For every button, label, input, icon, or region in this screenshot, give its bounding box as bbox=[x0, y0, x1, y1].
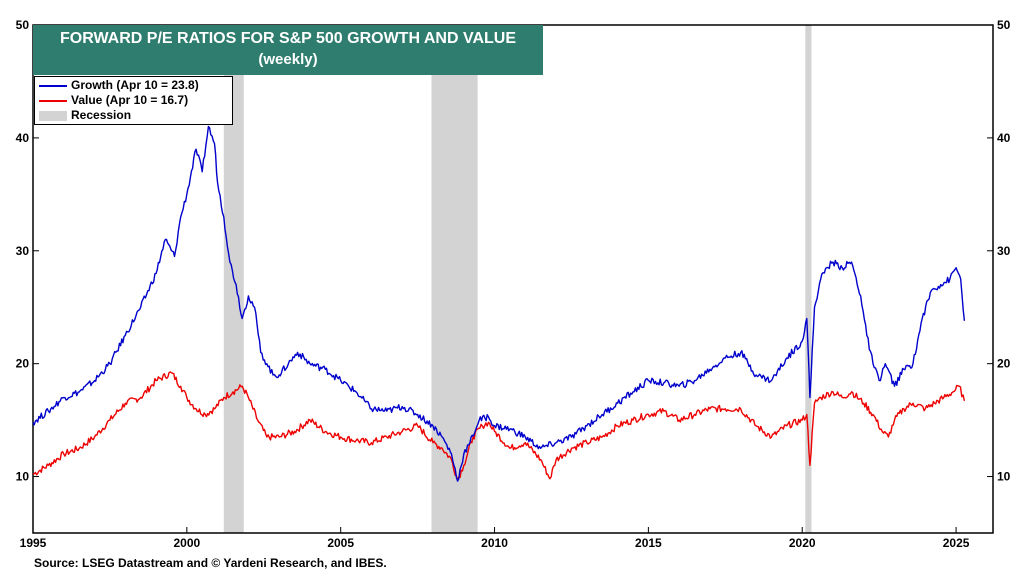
x-tick-label-1: 2000 bbox=[173, 536, 200, 550]
legend-swatch-recession bbox=[39, 110, 67, 121]
y-tick-label-right-3: 40 bbox=[997, 131, 1011, 145]
x-axis-ticks: 1995 2000 2005 2010 2015 2020 2025 bbox=[20, 527, 970, 550]
y-tick-label-left-2: 30 bbox=[16, 244, 30, 258]
y-tick-label-left-0: 10 bbox=[16, 470, 30, 484]
series-line-growth bbox=[32, 125, 966, 482]
recession-band-2 bbox=[805, 25, 812, 533]
chart-title-box: FORWARD P/E RATIOS FOR S&P 500 GROWTH AN… bbox=[33, 25, 543, 75]
series-line-value bbox=[32, 371, 966, 481]
x-tick-label-2: 2005 bbox=[327, 536, 354, 550]
legend-label-recession: Recession bbox=[71, 108, 132, 122]
y-tick-label-right-0: 10 bbox=[997, 470, 1011, 484]
y-tick-label-left-3: 40 bbox=[16, 131, 30, 145]
y-tick-label-right-2: 30 bbox=[997, 244, 1011, 258]
x-tick-label-4: 2015 bbox=[635, 536, 662, 550]
x-tick-label-6: 2025 bbox=[943, 536, 970, 550]
x-tick-label-5: 2020 bbox=[789, 536, 816, 550]
series-lines bbox=[32, 125, 966, 482]
legend-swatch-value bbox=[39, 99, 67, 102]
recession-band-1 bbox=[431, 25, 478, 533]
legend-swatch-growth bbox=[39, 84, 67, 87]
recession-bands bbox=[223, 25, 812, 533]
chart-title: FORWARD P/E RATIOS FOR S&P 500 GROWTH AN… bbox=[59, 30, 517, 47]
source-note: Source: LSEG Datastream and © Yardeni Re… bbox=[34, 556, 387, 570]
legend: Growth (Apr 10 = 23.8) Value (Apr 10 = 1… bbox=[34, 76, 233, 125]
y-tick-label-left-4: 50 bbox=[16, 18, 30, 32]
chart-subtitle: (weekly) bbox=[258, 51, 318, 68]
legend-item-growth: Growth (Apr 10 = 23.8) bbox=[39, 78, 199, 93]
legend-item-recession: Recession bbox=[39, 108, 131, 123]
y-tick-label-right-4: 50 bbox=[997, 18, 1011, 32]
x-tick-label-3: 2010 bbox=[481, 536, 508, 550]
x-tick-label-0: 1995 bbox=[20, 536, 47, 550]
legend-item-value: Value (Apr 10 = 16.7) bbox=[39, 93, 188, 108]
y-tick-label-right-1: 20 bbox=[997, 357, 1011, 371]
y-tick-label-left-1: 20 bbox=[16, 357, 30, 371]
legend-label-value: Value (Apr 10 = 16.7) bbox=[71, 93, 189, 107]
legend-label-growth: Growth (Apr 10 = 23.8) bbox=[71, 78, 199, 92]
y-axis-ticks: 10 10 20 20 30 30 40 40 50 50 bbox=[16, 18, 1011, 484]
